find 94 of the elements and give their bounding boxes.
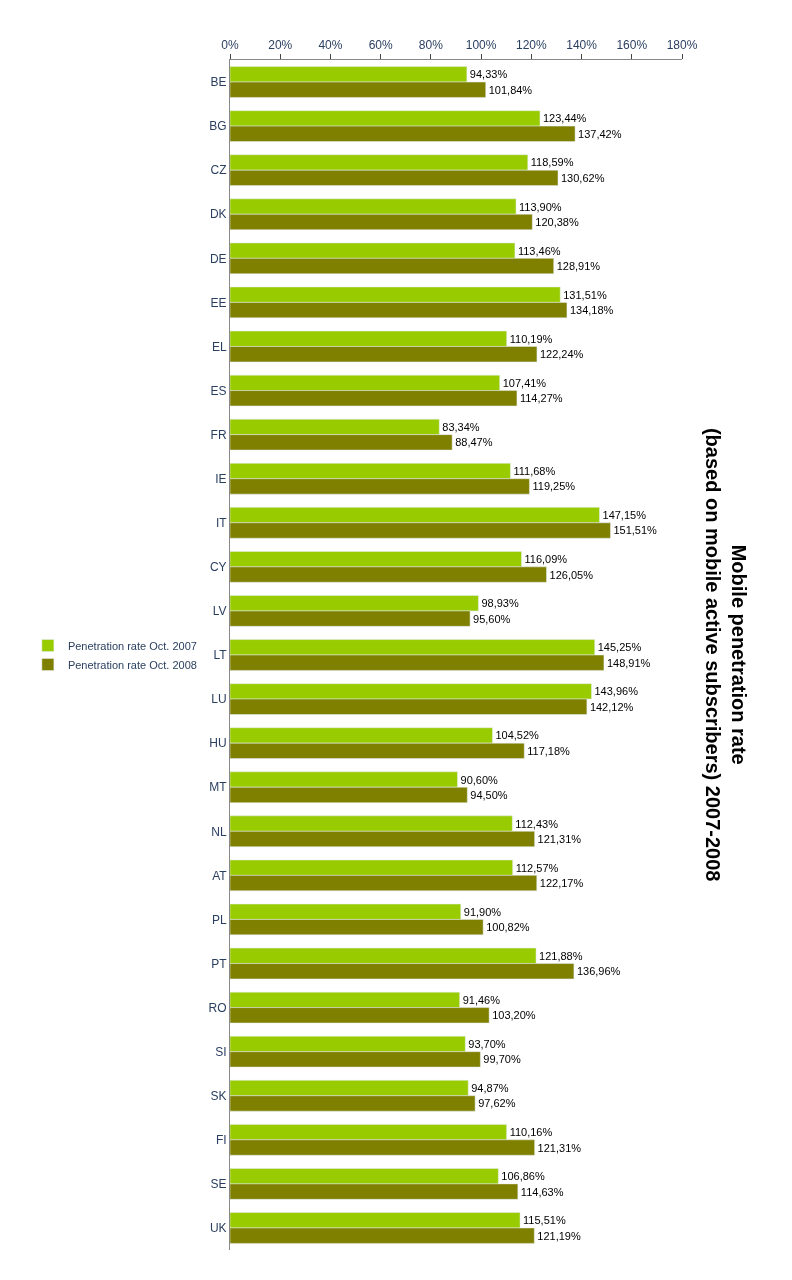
y-tick-label: CZ — [210, 163, 227, 178]
y-tick-label: NL — [211, 824, 227, 839]
x-tick-label: 40% — [318, 38, 343, 53]
y-tick-label: MT — [209, 780, 228, 795]
data-label: 94,50% — [470, 788, 508, 801]
data-label: 143,96% — [594, 685, 639, 698]
data-label: 148,91% — [606, 656, 651, 669]
y-tick-label: IE — [215, 471, 227, 486]
data-label: 120,38% — [535, 215, 579, 228]
data-label: 104,52% — [495, 729, 540, 742]
y-tick-label: CY — [209, 560, 227, 575]
x-tick-label: 160% — [616, 38, 648, 53]
data-label: 90,60% — [460, 773, 499, 786]
y-tick-label: DK — [209, 207, 227, 222]
data-label: 99,70% — [483, 1053, 521, 1066]
data-label: 101,84% — [488, 83, 533, 96]
x-tick-label: 140% — [566, 38, 598, 53]
data-label: 136,96% — [576, 965, 621, 978]
data-label: 91,90% — [463, 905, 502, 918]
y-tick-label: EL — [211, 339, 227, 354]
y-tick-label: BG — [209, 119, 227, 134]
data-label: 113,46% — [517, 244, 561, 257]
y-tick-label: PT — [211, 956, 228, 971]
data-label: 142,12% — [589, 700, 634, 713]
y-tick-label: LU — [211, 692, 227, 707]
data-label: 119,25% — [532, 480, 576, 493]
y-tick-label: LT — [213, 648, 228, 663]
data-label: 100,82% — [486, 921, 530, 934]
data-label: 128,91% — [556, 260, 601, 273]
y-tick-label: DE — [209, 251, 227, 266]
data-label: 145,25% — [597, 641, 642, 654]
x-tick-label: 20% — [268, 38, 293, 53]
y-tick-label: HU — [209, 736, 227, 751]
data-label: 103,20% — [492, 1009, 536, 1022]
y-tick-label: LV — [212, 604, 227, 619]
data-label: 118,59% — [530, 156, 574, 169]
x-tick-label: 180% — [666, 38, 698, 53]
data-label: 122,17% — [539, 877, 584, 890]
data-label: 114,63% — [520, 1185, 564, 1198]
y-tick-label: SK — [210, 1088, 227, 1103]
legend-label: Penetration rate Oct. 2008 — [67, 658, 197, 671]
data-label: 151,51% — [613, 524, 658, 537]
data-label: 137,42% — [578, 127, 622, 140]
data-label: 88,47% — [455, 436, 493, 449]
y-tick-label: SI — [215, 1044, 227, 1059]
y-tick-label: FI — [215, 1133, 227, 1148]
data-label: 114,27% — [519, 392, 563, 405]
y-tick-label: EE — [210, 295, 227, 310]
data-label: 134,18% — [569, 304, 614, 317]
data-label: 121,31% — [537, 1141, 582, 1154]
x-tick-label: 60% — [368, 38, 393, 53]
y-tick-label: UK — [209, 1221, 227, 1236]
data-label: 113,90% — [519, 200, 562, 213]
data-label: 110,16% — [509, 1126, 553, 1139]
data-label: 107,41% — [502, 376, 547, 389]
data-label: 91,46% — [462, 993, 501, 1006]
x-tick-label: 80% — [418, 38, 444, 53]
data-label: 111,68% — [513, 464, 556, 477]
data-label: 94,87% — [471, 1082, 509, 1095]
data-label: 112,43% — [515, 817, 559, 830]
text: Mobile penetration rate (based on mobile active subscribers) 2007-2008 — [702, 427, 751, 882]
data-label: 106,86% — [501, 1170, 545, 1183]
data-label: 94,33% — [469, 68, 508, 81]
data-label: 93,70% — [468, 1037, 506, 1050]
data-label: 117,18% — [527, 744, 571, 757]
data-label: 121,31% — [537, 833, 582, 846]
data-label: 131,51% — [563, 288, 607, 301]
y-tick-label: RO — [208, 1000, 227, 1015]
data-label: 121,88% — [539, 949, 583, 962]
data-label: 121,19% — [537, 1229, 581, 1242]
data-label: 110,19% — [509, 332, 553, 345]
data-label: 123,44% — [542, 112, 587, 125]
y-tick-label: BE — [210, 75, 227, 90]
data-label: 83,34% — [442, 420, 480, 433]
data-label: 130,62% — [561, 171, 605, 184]
data-label: 147,15% — [602, 509, 647, 522]
y-tick-label: PL — [211, 912, 227, 927]
y-tick-label: IT — [215, 515, 228, 530]
x-tick-label: 120% — [515, 38, 547, 53]
data-label: 122,24% — [539, 348, 584, 361]
x-tick-label: 100% — [465, 38, 497, 53]
data-label: 97,62% — [478, 1097, 516, 1110]
data-label: 98,93% — [481, 597, 519, 610]
x-tick-label: 0% — [221, 38, 239, 53]
y-tick-label: FR — [210, 427, 227, 442]
y-tick-label: AT — [212, 868, 228, 883]
legend-label: Penetration rate Oct. 2007 — [67, 639, 197, 652]
data-label: 115,51% — [523, 1214, 566, 1227]
data-label: 95,60% — [473, 612, 511, 625]
y-tick-label: SE — [210, 1177, 227, 1192]
y-tick-label: ES — [210, 383, 227, 398]
data-label: 116,09% — [524, 553, 568, 566]
data-label: 126,05% — [549, 568, 594, 581]
data-label: 112,57% — [515, 861, 559, 874]
